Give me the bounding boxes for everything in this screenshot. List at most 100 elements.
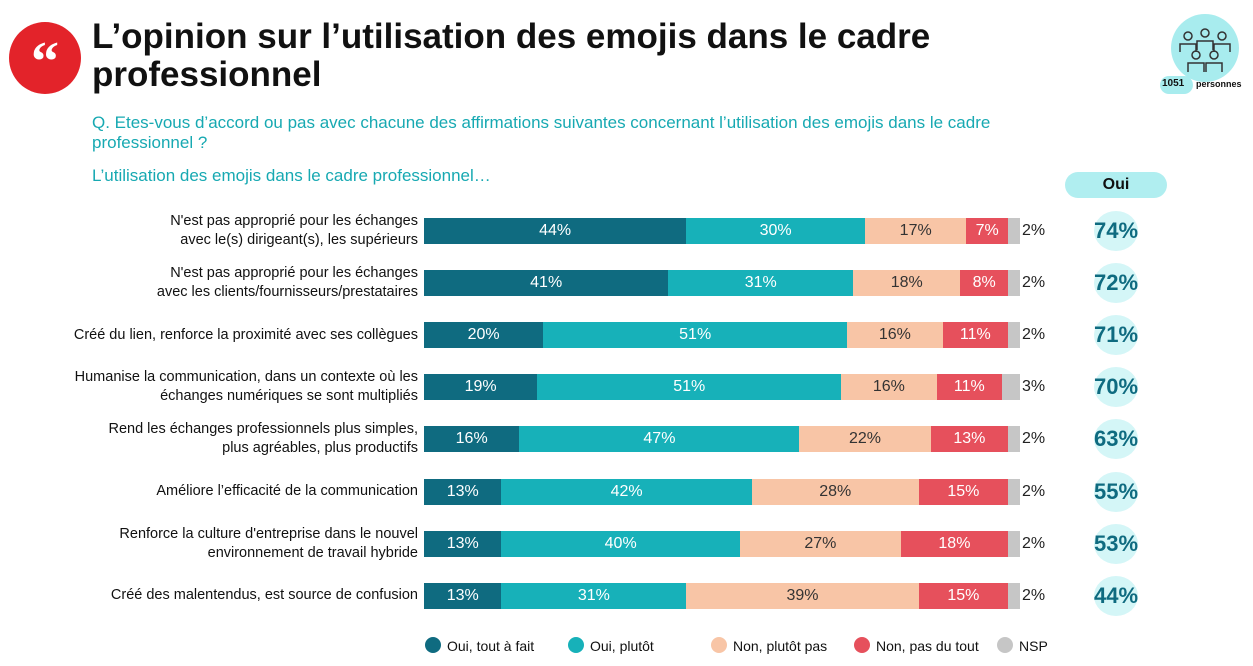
totals-header: Oui xyxy=(1102,176,1130,193)
bar-segment xyxy=(739,530,901,557)
legend-label: NSP xyxy=(1019,638,1048,654)
bar-segment xyxy=(424,374,538,401)
bar-segment xyxy=(668,270,854,297)
bar-segment xyxy=(799,426,931,453)
sample-count: 1051 xyxy=(1162,78,1185,89)
value-label: 8% xyxy=(972,274,996,292)
question: Q. Etes-vous d’accord ou pas avec chacun… xyxy=(92,113,991,152)
bar-segment xyxy=(1008,270,1020,297)
legend-swatch xyxy=(997,637,1013,653)
bar-segment xyxy=(501,530,740,557)
title: L’opinion sur l’utilisation des emojis d… xyxy=(92,17,931,94)
value-label: 15% xyxy=(947,586,980,604)
category-label: Créé du lien, renforce la proximité avec… xyxy=(73,326,418,343)
total-halo xyxy=(1094,471,1138,512)
bar-segment xyxy=(424,322,544,349)
bar-segment xyxy=(543,322,848,349)
people-figures xyxy=(1179,28,1231,72)
value-label: 11% xyxy=(959,326,991,344)
value-label: 20% xyxy=(467,326,500,344)
value-label: 15% xyxy=(947,482,980,500)
bar-segment xyxy=(686,218,866,244)
value-label: 17% xyxy=(899,222,932,239)
bar-segment xyxy=(936,374,1003,401)
value-label: 42% xyxy=(610,482,643,500)
bar-segment xyxy=(1002,374,1020,401)
category-label: Améliore l’efficacité de la communicatio… xyxy=(156,483,418,499)
total-halo xyxy=(1094,575,1138,616)
bar-segment xyxy=(519,426,800,453)
oui-header-pill xyxy=(1065,172,1167,198)
bar-segment xyxy=(424,218,687,244)
total-halo xyxy=(1094,367,1138,408)
bar-segment xyxy=(942,322,1009,349)
value-label: 40% xyxy=(604,534,637,552)
subtitle: L’utilisation des emojis dans le cadre p… xyxy=(92,166,491,185)
bar-segment xyxy=(424,270,669,297)
bar-segment xyxy=(751,478,919,505)
category-label: Rend les échanges professionnels plus si… xyxy=(108,421,418,457)
value-label: 11% xyxy=(953,378,985,396)
bar-segment xyxy=(960,270,1009,297)
bar-segment xyxy=(1008,582,1020,609)
total-halo xyxy=(1094,315,1138,356)
sample-badge xyxy=(1160,76,1193,94)
bar-segment xyxy=(424,426,520,453)
category-label: Humanise la communication, dans un conte… xyxy=(74,369,418,405)
bar-segment xyxy=(1008,426,1020,453)
value-label: 2% xyxy=(1022,586,1046,604)
bar-segment xyxy=(966,218,1009,244)
bar-segment xyxy=(424,582,502,609)
bar-segment xyxy=(853,270,961,297)
bar-segment xyxy=(424,478,502,505)
total-value: 74% xyxy=(1093,218,1139,243)
legend-swatch xyxy=(711,637,727,653)
total-value: 70% xyxy=(1093,374,1139,400)
legend-label: Non, pas du tout xyxy=(876,638,979,654)
bar-segment xyxy=(537,374,842,401)
quote-icon xyxy=(9,22,81,94)
value-label: 2% xyxy=(1022,482,1046,500)
legend-swatch xyxy=(425,637,441,653)
bar-segment xyxy=(1008,218,1020,244)
category-label: N'est pas approprié pour les échanges av… xyxy=(170,213,418,248)
sample-unit: personnes xyxy=(1196,79,1242,89)
value-label: 28% xyxy=(819,482,852,500)
value-label: 30% xyxy=(759,222,792,239)
total-value: 44% xyxy=(1093,582,1139,608)
bar-segment xyxy=(865,218,967,244)
bar-segment xyxy=(1008,530,1020,557)
value-label: 19% xyxy=(464,378,497,396)
legend-label: Non, plutôt pas xyxy=(733,638,828,654)
total-halo xyxy=(1094,419,1138,460)
value-label: 39% xyxy=(786,586,819,604)
bar-segment xyxy=(918,582,1009,609)
bar-segment xyxy=(900,530,1009,557)
bar-segment xyxy=(501,478,752,505)
value-label: 2% xyxy=(1022,430,1046,448)
value-label: 31% xyxy=(744,274,777,292)
category-label: Créé des malentendus, est source de conf… xyxy=(110,587,418,604)
value-label: 41% xyxy=(530,274,563,292)
value-label: 22% xyxy=(849,430,882,448)
bar-segment xyxy=(424,530,502,557)
value-label: 13% xyxy=(446,534,479,552)
legend-swatch xyxy=(854,637,870,653)
value-label: 7% xyxy=(975,222,999,239)
quote-mark: “ xyxy=(31,31,59,93)
value-label: 13% xyxy=(446,482,479,500)
value-label: 16% xyxy=(872,378,905,396)
total-halo xyxy=(1094,523,1138,564)
value-label: 51% xyxy=(679,326,712,344)
legend-label: Oui, tout à fait xyxy=(447,638,535,654)
value-label: 2% xyxy=(1022,326,1046,344)
bar-segment xyxy=(686,582,919,609)
value-label: 16% xyxy=(878,326,911,344)
total-value: 55% xyxy=(1093,478,1139,504)
total-value: 72% xyxy=(1093,270,1139,296)
category-label: Renforce la culture d'entreprise dans le… xyxy=(119,525,418,561)
value-label: 2% xyxy=(1022,274,1046,292)
total-halo xyxy=(1094,211,1138,251)
